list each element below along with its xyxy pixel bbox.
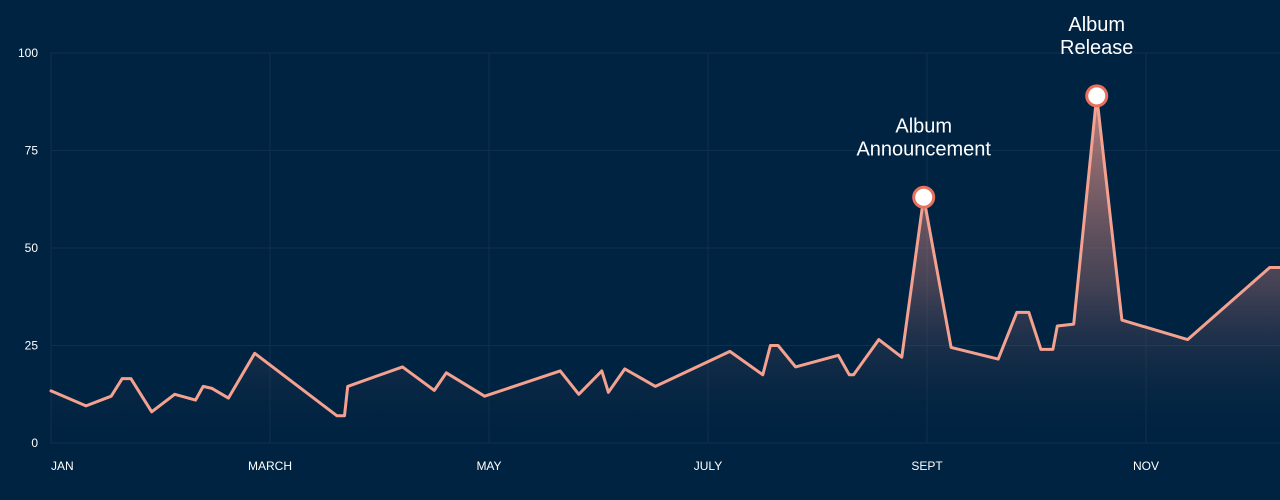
x-axis: JAN MARCH MAY JULY SEPT NOV — [51, 459, 1159, 473]
x-tick-label: SEPT — [911, 459, 943, 473]
annotation-label: Announcement — [856, 138, 991, 160]
y-tick-label: 50 — [25, 241, 39, 255]
annotation-marker — [912, 185, 936, 209]
x-tick-label: MAY — [476, 459, 501, 473]
annotation-marker — [1085, 84, 1109, 108]
x-tick-label: MARCH — [248, 459, 292, 473]
area-fill — [51, 95, 1280, 444]
annotation-label: Album — [1068, 14, 1125, 36]
line-layer — [49, 94, 1280, 418]
x-tick-label: NOV — [1133, 459, 1159, 473]
annotation-label: Album — [895, 115, 952, 137]
y-tick-label: 100 — [18, 46, 38, 60]
x-tick-label: JAN — [51, 459, 74, 473]
grid-layer — [50, 52, 1280, 444]
y-tick-label: 75 — [25, 144, 39, 158]
y-tick-label: 0 — [31, 436, 38, 450]
annotation-label: Release — [1060, 37, 1133, 59]
x-tick-label: JULY — [694, 459, 722, 473]
y-tick-label: 25 — [25, 339, 39, 353]
area-layer — [51, 95, 1280, 444]
y-axis: 0 25 50 75 100 — [18, 46, 38, 450]
series-line — [49, 94, 1280, 418]
